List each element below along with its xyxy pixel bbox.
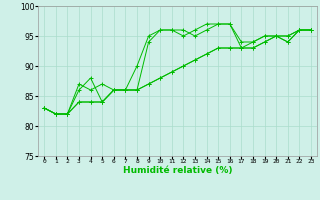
X-axis label: Humidité relative (%): Humidité relative (%) <box>123 166 232 175</box>
